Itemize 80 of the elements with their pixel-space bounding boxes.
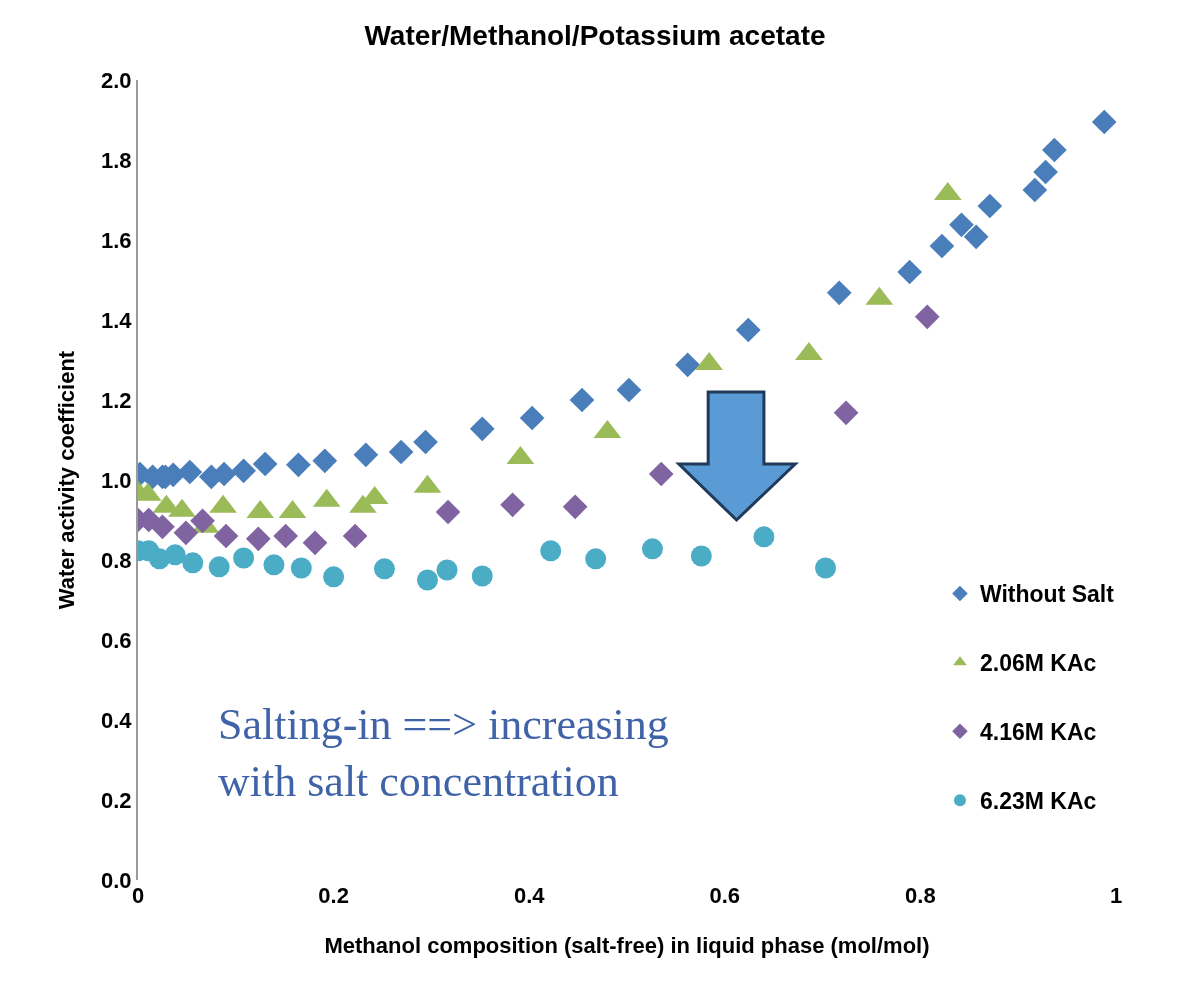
point [753,526,775,548]
point [977,193,1003,219]
point [435,499,461,525]
point [290,557,312,579]
point [641,538,663,560]
point [1091,109,1116,135]
point [897,259,922,285]
point [164,544,186,566]
chart-title: Water/Methanol/Potassium acetate [364,19,826,51]
y-tick-label: 2.0 [101,67,132,93]
x-tick-label: 0 [131,883,145,908]
point [323,566,345,588]
point [286,452,311,478]
point [302,530,328,556]
annotation: Salting-in ==> increasing with salt concentration [218,700,669,807]
x-tick-label: 0.4 [513,883,546,908]
point [1033,159,1058,185]
point [562,494,588,520]
point [182,552,204,574]
point [471,565,493,587]
point [231,458,256,484]
point [413,429,438,455]
point [252,451,278,477]
point [826,280,852,306]
point [929,233,955,259]
x-tick-label: 1 [1109,883,1123,908]
point [273,523,299,549]
point [815,557,837,579]
legend-label: 4.16M KAc [979,719,1097,746]
y-tick-label: 1.6 [101,227,132,253]
point [833,400,859,426]
point [177,459,203,485]
y-tick-label: 1.0 [101,467,132,493]
point [585,548,607,570]
point [173,520,199,546]
point [213,523,239,549]
point [1022,177,1048,203]
y-axis-title: Water activity coefficient [54,350,80,610]
point [469,416,495,442]
point [208,556,230,578]
y-tick-label: 1.4 [101,307,133,333]
legend-label: Without Salt [979,581,1115,608]
point [245,526,271,552]
y-tick-label: 0.8 [101,547,132,573]
y-tick-label: 0.4 [101,707,133,733]
y-tick-label: 0.2 [101,787,132,813]
point [949,212,974,238]
point [616,377,642,403]
y-tick-label: 0.6 [101,627,132,653]
point [735,317,761,343]
legend-label: 2.06M KAc [979,650,1097,677]
point [690,545,712,567]
point [675,352,700,378]
point [342,523,368,549]
y-tick-label: 0.0 [101,867,132,893]
point [233,547,255,569]
point [519,405,545,431]
point [540,540,562,562]
point [436,559,458,581]
x-axis-title: Methanol composition (salt-free) in liquid phase (mol/mol) [324,932,930,958]
point [500,492,525,518]
point [373,558,395,580]
x-tick-label: 0.2 [318,883,349,908]
point [569,387,595,413]
y-tick-label: 1.8 [101,147,132,173]
point [150,514,175,540]
y-tick-label: 1.2 [101,387,132,413]
x-tick-label: 0.6 [709,883,741,908]
point [190,508,215,534]
point [1042,137,1067,163]
point [914,304,940,330]
point [263,554,285,576]
legend-label: 6.23M KAc [979,788,1097,815]
point [417,569,438,591]
point [388,439,414,465]
point [353,442,379,468]
point [963,224,989,250]
point [648,461,674,487]
point [312,448,338,474]
x-tick-label: 0.8 [905,883,936,908]
